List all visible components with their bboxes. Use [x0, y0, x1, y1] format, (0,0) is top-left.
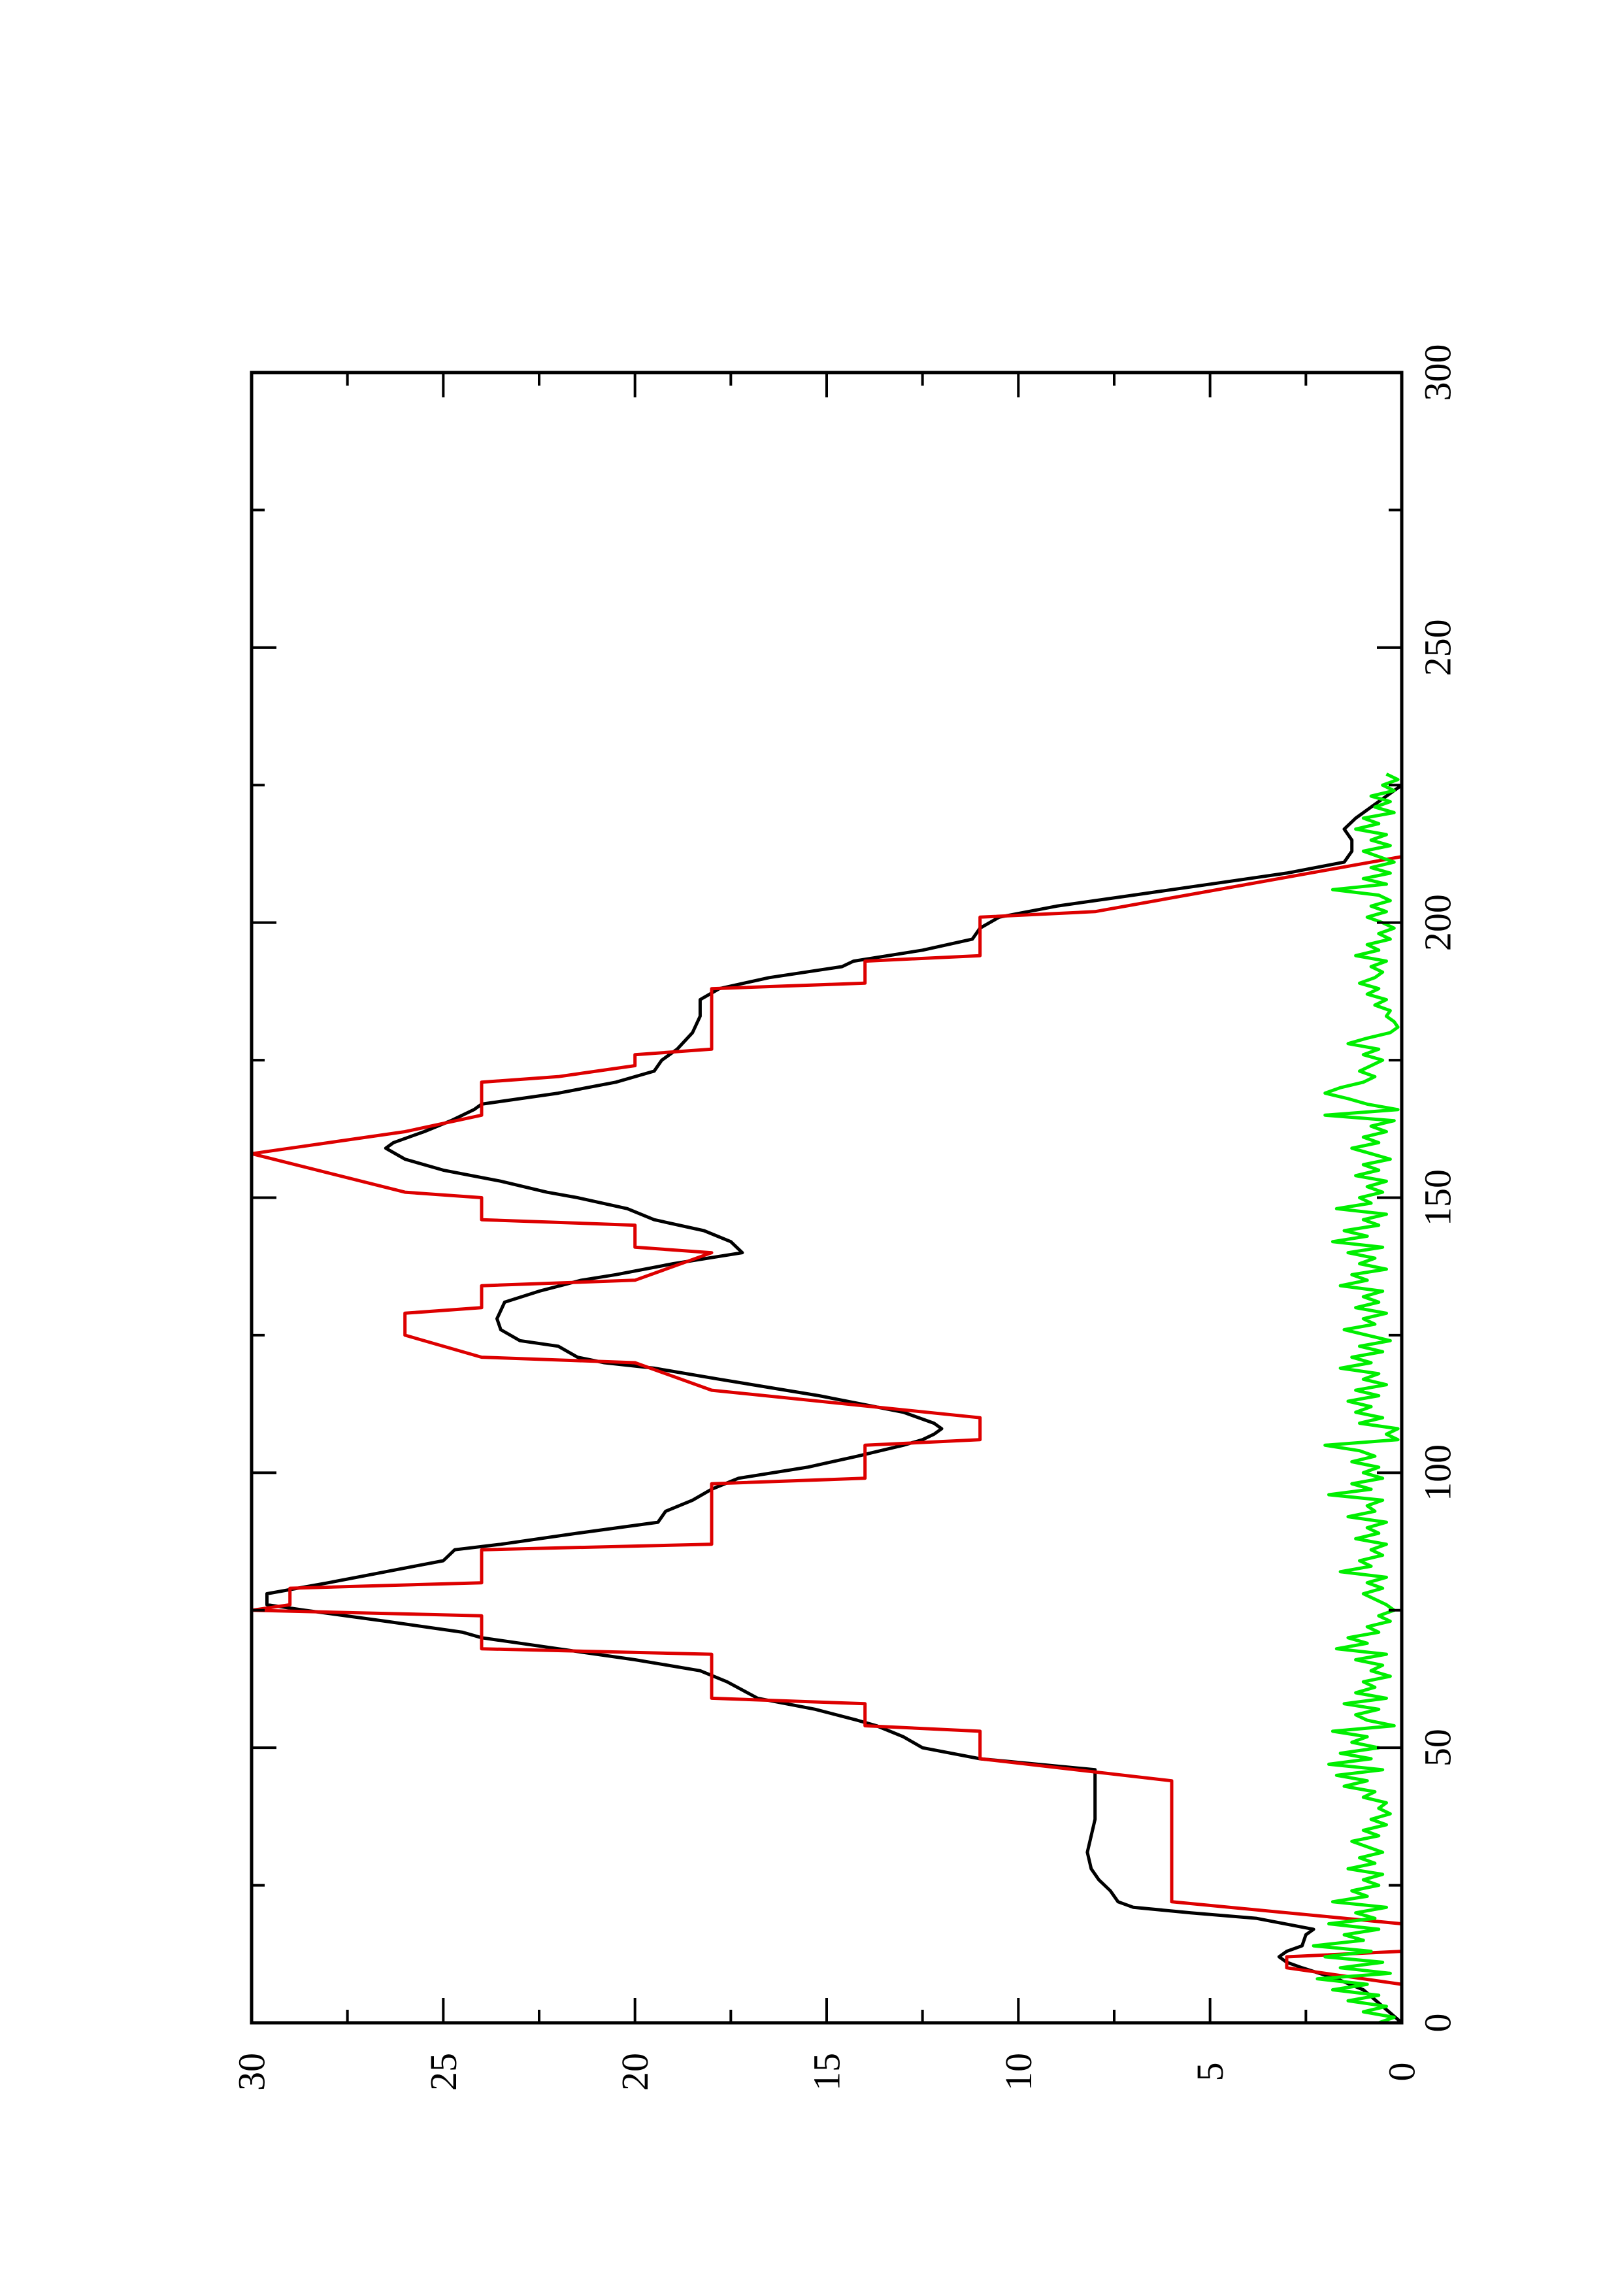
tick-layer: 0 50 100 150 200 250 300 0 5 10 15 20 25 30 — [231, 344, 1459, 2091]
y-tick-label: 25 — [422, 2053, 465, 2091]
plot-frame — [250, 371, 1404, 2025]
y-tick-label: 30 — [231, 2053, 273, 2091]
y-tick-label: 15 — [806, 2053, 848, 2091]
x-tick-label: 100 — [1417, 1444, 1459, 1501]
x-tick-label: 300 — [1417, 344, 1459, 401]
x-tick-label: 50 — [1417, 1729, 1459, 1767]
x-tick-label: 150 — [1417, 1169, 1459, 1226]
x-tick-label: 250 — [1417, 619, 1459, 676]
y-tick-label: 5 — [1189, 2063, 1231, 2082]
series-line-1 — [265, 784, 1403, 2024]
series-line-2 — [250, 855, 1404, 1986]
x-tick-label: 200 — [1417, 894, 1459, 951]
x-tick-label: 0 — [1417, 2014, 1459, 2033]
series-line-3 — [1312, 773, 1400, 2025]
y-tick-label: 20 — [614, 2053, 656, 2091]
y-tick-label: 0 — [1381, 2063, 1423, 2082]
y-tick-label: 10 — [997, 2053, 1040, 2091]
series-layer — [250, 773, 1404, 2025]
